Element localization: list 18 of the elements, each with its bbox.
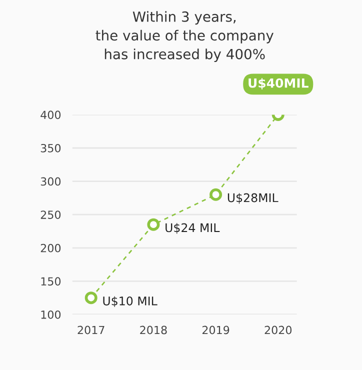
- point: [147, 218, 160, 231]
- x-tick-label: 2019: [202, 326, 230, 334]
- data-label: U$24 MIL: [166, 223, 220, 234]
- y-tick-label: 150: [41, 277, 61, 286]
- data-label: U$28MIL: [228, 193, 278, 204]
- x-tick-label: 2020: [264, 326, 292, 334]
- y-tick-label: 250: [40, 210, 61, 219]
- x-tick-label: 2017: [78, 326, 104, 334]
- y-tick-label: 400: [40, 110, 61, 120]
- point: [210, 188, 222, 201]
- data-label: U$40MIL: [248, 78, 308, 90]
- y-tick-label: 350: [40, 144, 61, 152]
- y-tick-label: 200: [40, 244, 61, 252]
- y-tick-label: 300: [40, 177, 61, 186]
- chart-title: Within 3 years, the value of the company has increased by 400%: [96, 11, 274, 62]
- x-tick-label: 2018: [140, 326, 167, 334]
- y-tick-label: 100: [41, 310, 61, 319]
- data-label: U$10 MIL: [103, 296, 158, 308]
